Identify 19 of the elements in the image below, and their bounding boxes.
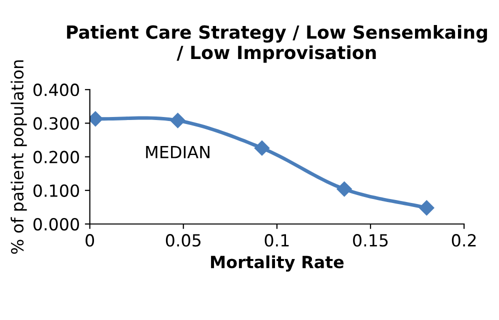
point xyxy=(90,111,104,126)
x-tick-label: 0.15 xyxy=(353,234,388,247)
y-tick-label: 0.400 xyxy=(33,84,79,96)
point xyxy=(170,112,186,128)
point xyxy=(254,140,270,156)
y-tick-label: 0.300 xyxy=(33,117,79,130)
x-axis-title: Mortality Rate xyxy=(211,255,344,272)
x-tick-label: 0.2 xyxy=(452,234,476,247)
y-tick-label: 0.100 xyxy=(33,184,79,197)
x-tick-label: 0 xyxy=(86,234,94,247)
point xyxy=(419,200,434,216)
x-tick-label: 0.1 xyxy=(264,234,289,247)
point xyxy=(336,181,352,197)
annotation: MEDIAN xyxy=(146,146,210,158)
x-tick-label: 0.05 xyxy=(166,234,200,247)
y-tick-label: 0.000 xyxy=(33,218,79,231)
chart-title: Patient Care Strategy / Low Sensemkaing / Low Improvisation xyxy=(67,24,487,63)
y-axis-title: % of patient population xyxy=(10,60,27,254)
y-tick-label: 0.200 xyxy=(33,150,79,164)
